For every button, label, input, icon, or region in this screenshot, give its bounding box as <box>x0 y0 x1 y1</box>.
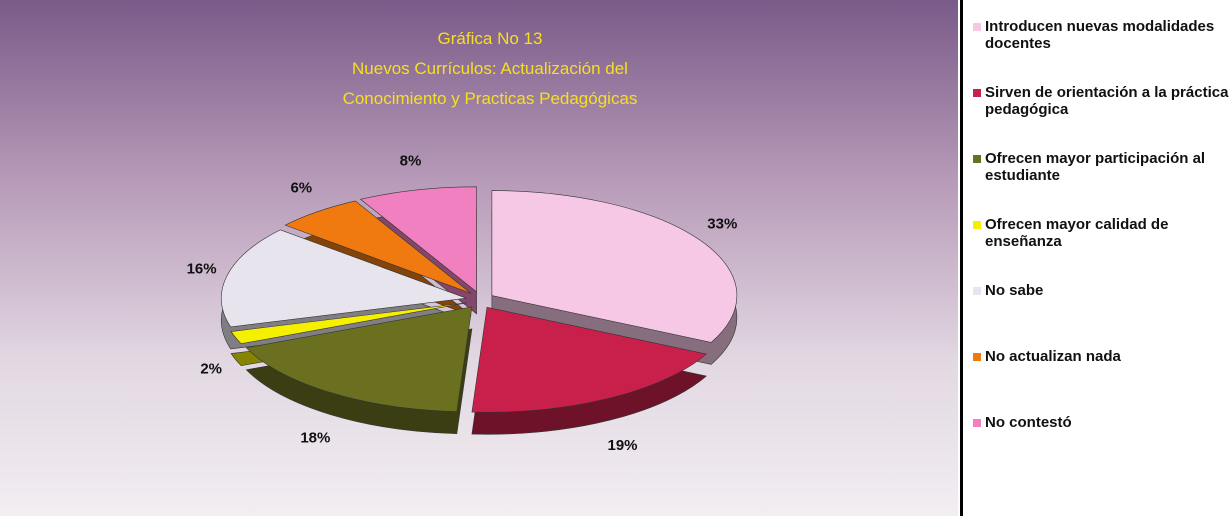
legend-item: No actualizan nada <box>973 348 1229 414</box>
slice <box>284 200 472 294</box>
slice <box>221 229 467 328</box>
legend: Introducen nuevas modalidades docentes Si… <box>960 0 1229 516</box>
legend-item: Introducen nuevas modalidades docentes <box>973 18 1229 84</box>
legend-label: Introducen nuevas modalidades docentes <box>985 18 1215 52</box>
legend-item: Sirven de orientación a la práctica peda… <box>973 84 1229 150</box>
chart-title: Gráfica No 13 <box>437 29 543 48</box>
legend-label: Ofrecen mayor participación al estudiant… <box>985 150 1206 184</box>
legend-swatch <box>973 155 981 163</box>
legend-label: No contestó <box>985 414 1072 431</box>
legend-swatch <box>973 353 981 361</box>
data-label: 6% <box>290 180 312 197</box>
data-label: 8% <box>400 152 422 169</box>
slice <box>491 190 738 343</box>
data-label: 2% <box>200 360 222 377</box>
legend-swatch <box>973 221 981 229</box>
slice <box>471 306 707 413</box>
chart-subtitle: Nuevos Currículos: Actualización del Con… <box>342 59 638 108</box>
legend-swatch <box>973 419 981 427</box>
legend-label: Sirven de orientación a la práctica peda… <box>985 84 1229 118</box>
data-label: 19% <box>607 437 637 454</box>
slice <box>245 306 473 412</box>
data-label: 16% <box>187 260 217 277</box>
legend-item: No sabe <box>973 282 1229 348</box>
chart: 33% 19% 18% 2% 16% 6% 8% <box>187 152 738 454</box>
data-label: 18% <box>300 430 330 447</box>
legend-item: Ofrecen mayor participación al estudiant… <box>973 150 1229 216</box>
legend-label: No actualizan nada <box>985 348 1121 365</box>
titles: Gráfica No 13 Nuevos Currículos: Actuali… <box>300 24 680 114</box>
legend-label: No sabe <box>985 282 1044 299</box>
legend-item: Ofrecen mayor calidad de enseñanza <box>973 216 1229 282</box>
legend-label: Ofrecen mayor calidad de enseñanza <box>985 216 1169 250</box>
legend-swatch <box>973 23 981 31</box>
legend-swatch <box>973 89 981 97</box>
legend-swatch <box>973 287 981 295</box>
legend-item: No contestó <box>973 414 1229 480</box>
data-label: 33% <box>707 216 737 233</box>
slice <box>230 302 467 345</box>
slice <box>360 186 477 293</box>
